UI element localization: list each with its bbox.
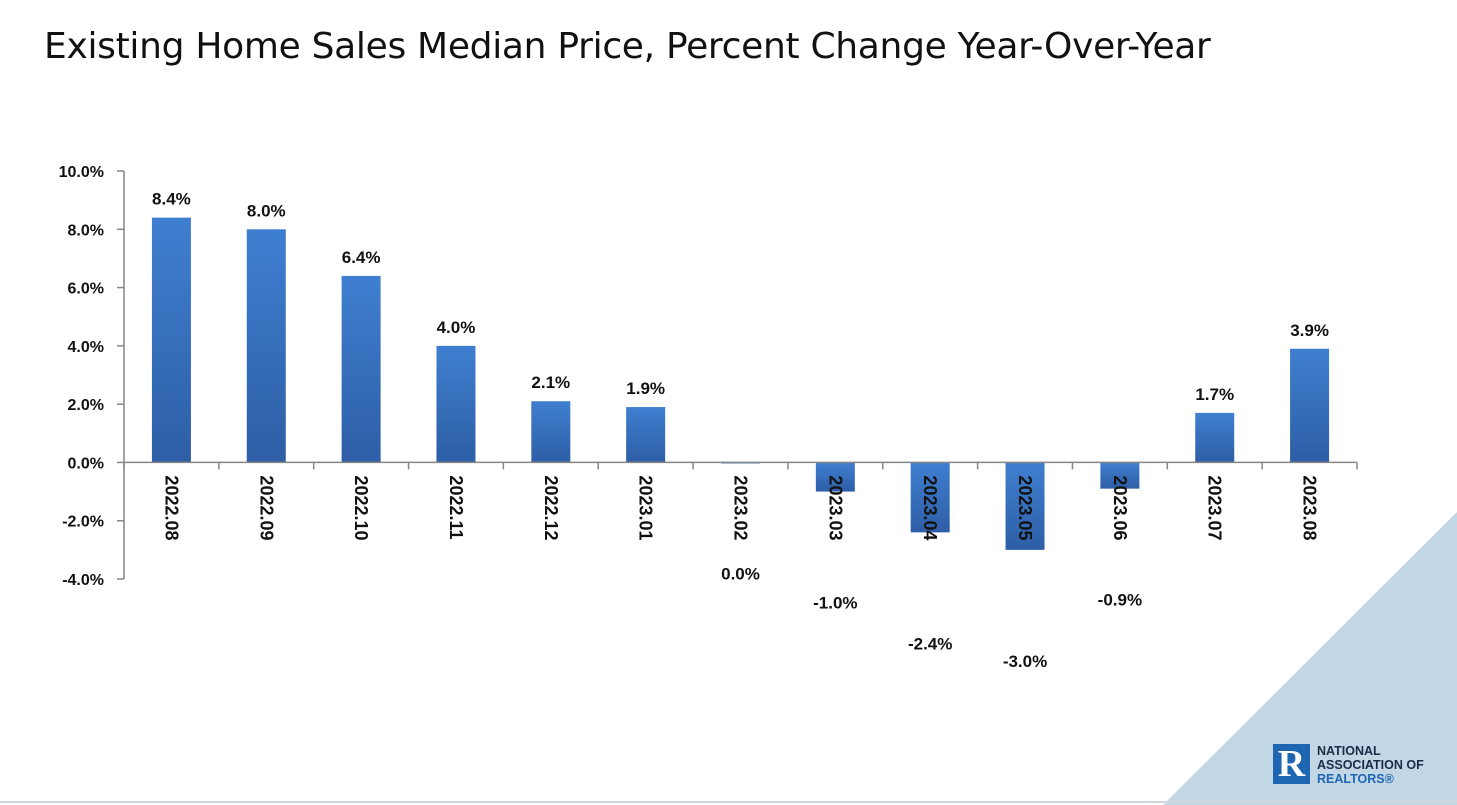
x-tick-label: 2023.08: [1300, 475, 1320, 540]
data-label: -2.4%: [908, 634, 952, 653]
bar: [910, 462, 950, 533]
logo-text: NATIONAL ASSOCIATION OF REALTORS®: [1317, 744, 1424, 786]
x-tick-label: 2023.07: [1205, 475, 1225, 540]
bar: [1005, 462, 1045, 550]
bar: [626, 407, 666, 463]
x-axis: 2022.08 2022.09 2022.10 2022.11 2022.12 2023.…: [123, 461, 1358, 541]
data-label: 1.7%: [1195, 385, 1234, 404]
x-tick-label-group: 2023.07: [1205, 475, 1225, 540]
data-label: 0.0%: [721, 564, 760, 583]
data-label: 4.0%: [437, 318, 476, 337]
x-tick-label-group: 2023.04: [920, 475, 940, 540]
x-tick-label: 2022.09: [256, 475, 276, 540]
x-tick-label: 2022.10: [351, 475, 371, 540]
y-tick-label: 6.0%: [68, 281, 104, 298]
y-tick-label: 8.0%: [68, 222, 104, 239]
logo-line-3: REALTORS®: [1317, 772, 1394, 786]
bar: [341, 275, 381, 463]
y-tick-label: -4.0%: [62, 572, 104, 589]
data-label: 3.9%: [1290, 321, 1329, 340]
x-tick-label: 2023.06: [1110, 475, 1130, 540]
page-title: Existing Home Sales Median Price, Percen…: [44, 26, 1211, 67]
x-tick-label: 2023.05: [1015, 475, 1035, 540]
x-tick-label: 2022.12: [541, 475, 561, 540]
bars: [151, 217, 1330, 550]
x-tick-label: 2023.04: [920, 475, 940, 540]
data-label: 8.0%: [247, 201, 286, 220]
logo-line-2: ASSOCIATION OF: [1317, 758, 1424, 772]
x-tick-label-group: 2023.01: [636, 475, 656, 540]
bar: [151, 217, 191, 463]
y-tick-label: -2.0%: [62, 514, 104, 531]
x-tick-label: 2022.08: [161, 475, 181, 540]
realtor-r-logo-icon: R: [1273, 744, 1310, 784]
x-tick-label-group: 2022.11: [446, 475, 466, 539]
x-tick-label-group: 2022.12: [541, 475, 561, 540]
y-axis: 10.0% 8.0% 6.0% 4.0% 2.0% 0.0% -2.0% -4.0%: [59, 164, 125, 589]
x-tick-label: 2023.02: [731, 475, 751, 540]
x-tick-label-group: 2023.03: [825, 475, 845, 540]
y-tick-label: 0.0%: [68, 455, 104, 472]
bar: [436, 345, 476, 463]
data-label: 2.1%: [531, 373, 570, 392]
bottom-divider: [0, 801, 1457, 803]
x-tick-label: 2023.03: [825, 475, 845, 540]
bar: [1100, 462, 1140, 489]
nar-logo: R NATIONAL ASSOCIATION OF REALTORS®: [1273, 744, 1448, 788]
data-label: 8.4%: [152, 190, 191, 209]
bar: [246, 229, 286, 463]
x-tick-label-group: 2022.09: [256, 475, 276, 540]
x-tick-label-group: 2023.02: [731, 475, 751, 540]
x-tick-label: 2023.01: [636, 475, 656, 540]
bar: [1290, 348, 1330, 463]
y-tick-label: 2.0%: [68, 397, 104, 414]
x-tick-label: 2022.11: [446, 475, 466, 539]
y-tick-label: 10.0%: [59, 164, 104, 181]
bar: [1195, 412, 1235, 463]
data-label: 6.4%: [342, 248, 381, 267]
x-tick-label-group: 2023.06: [1110, 475, 1130, 540]
x-tick-label-group: 2023.05: [1015, 475, 1035, 540]
data-label: 1.9%: [626, 379, 665, 398]
x-tick-label-group: 2022.08: [161, 475, 181, 540]
bar: [815, 462, 855, 492]
x-tick-label-group: 2022.10: [351, 475, 371, 540]
data-label: -0.9%: [1098, 591, 1142, 610]
data-labels: 8.4% 8.0% 6.4% 4.0% 2.1% 1.9% 0.0% -1.0% -2.4% -3…: [152, 190, 1329, 671]
logo-line-1: NATIONAL: [1317, 744, 1381, 758]
data-label: -3.0%: [1003, 652, 1047, 671]
y-tick-label: 4.0%: [68, 339, 104, 356]
x-tick-label-group: 2023.08: [1300, 475, 1320, 540]
bar: [531, 401, 571, 463]
data-label: -1.0%: [813, 594, 857, 613]
